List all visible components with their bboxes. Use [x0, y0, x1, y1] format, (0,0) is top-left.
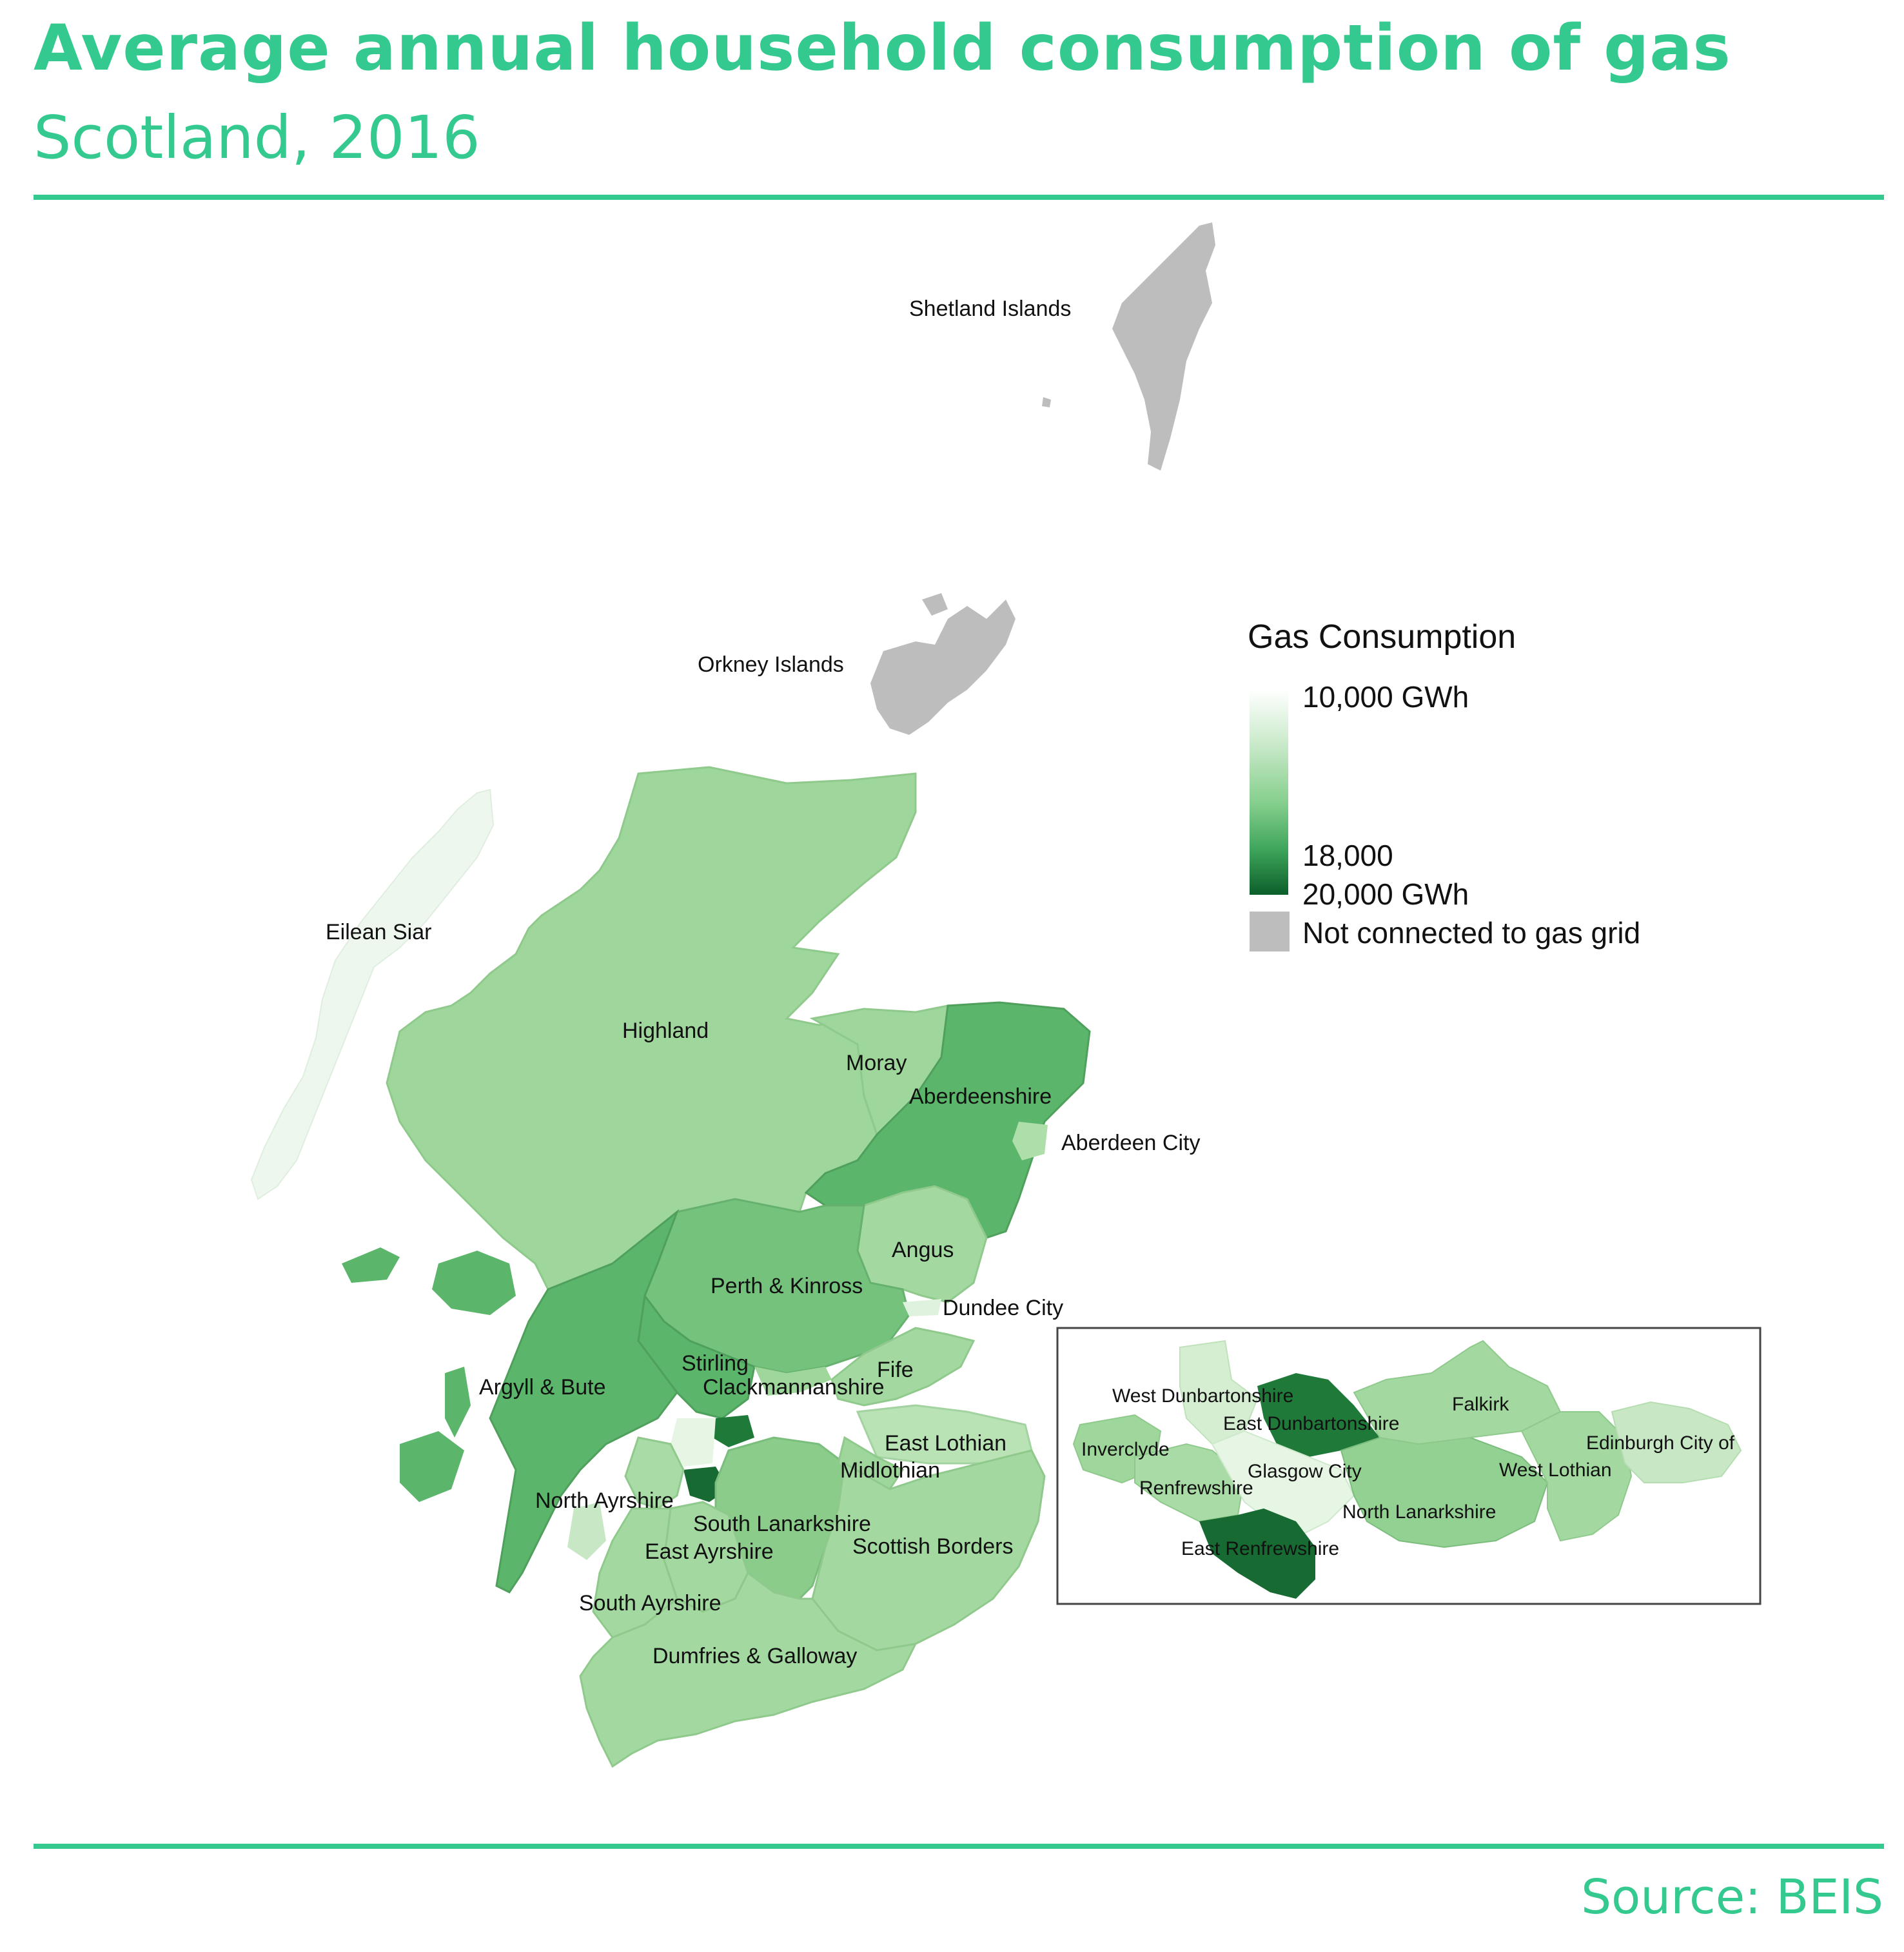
label-aberdeen-city: Aberdeen City [1061, 1131, 1200, 1155]
label-south-lanarkshire: South Lanarkshire [693, 1512, 871, 1536]
label-angus: Angus [892, 1238, 954, 1262]
inset-label-renfrewshire: Renfrewshire [1139, 1478, 1253, 1499]
region-scottish-borders[interactable] [811, 1449, 1046, 1652]
legend-tick-mid: 18,000 [1302, 839, 1393, 872]
inset-label-east-renfrewshire: East Renfrewshire [1181, 1538, 1339, 1559]
label-perth-kinross: Perth & Kinross [711, 1274, 863, 1298]
region-north-ayrshire[interactable] [624, 1436, 685, 1510]
region-shetland-islet[interactable] [1042, 397, 1051, 407]
region-orkney[interactable] [870, 600, 1016, 735]
legend-tick-bottom: 20,000 GWh [1302, 877, 1469, 911]
region-argyll-bute[interactable] [489, 1209, 680, 1594]
inset-central-belt: West Dunbartonshire East Dunbartonshire … [1056, 1327, 1762, 1605]
inset-west-lothian[interactable] [1520, 1411, 1633, 1542]
legend: Gas Consumption 10,000 GWh 18,000 20,000… [1248, 618, 1640, 952]
inset-east-dunbartonshire[interactable] [1257, 1373, 1380, 1457]
region-arran[interactable] [567, 1502, 606, 1560]
region-argyll-jura[interactable] [445, 1367, 471, 1438]
label-north-ayrshire: North Ayrshire [535, 1488, 674, 1513]
label-argyll-bute: Argyll & Bute [479, 1375, 606, 1400]
label-midlothian: Midlothian [840, 1458, 940, 1483]
legend-title: Gas Consumption [1248, 618, 1516, 656]
label-clackmannanshire: Clackmannanshire [703, 1375, 885, 1400]
label-orkney: Orkney Islands [698, 652, 844, 677]
map-subtitle: Scotland, 2016 [34, 103, 480, 172]
region-argyll-mull[interactable] [432, 1251, 516, 1315]
region-argyll-tiree[interactable] [342, 1247, 400, 1283]
label-dundee-city: Dundee City [943, 1296, 1063, 1320]
region-dumfries-galloway[interactable] [579, 1571, 918, 1768]
label-moray: Moray [846, 1051, 907, 1075]
legend-gradient-bar [1250, 690, 1288, 895]
label-scottish-borders: Scottish Borders [852, 1534, 1013, 1559]
label-eilean-siar: Eilean Siar [326, 920, 431, 944]
inset-edinburgh[interactable] [1611, 1401, 1742, 1483]
legend-not-connected-swatch [1250, 912, 1290, 952]
region-aberdeen-city[interactable] [1012, 1122, 1048, 1160]
region-clackmannanshire[interactable] [754, 1367, 832, 1396]
region-argyll-islay[interactable] [400, 1431, 464, 1502]
legend-tick-top: 10,000 GWh [1302, 680, 1469, 714]
inset-label-edinburgh: Edinburgh City of [1586, 1432, 1735, 1454]
region-eilean-siar[interactable] [250, 788, 495, 1200]
region-orkney-north[interactable] [922, 593, 948, 616]
inset-label-north-lanarkshire: North Lanarkshire [1342, 1501, 1496, 1523]
region-glasgow-main[interactable] [671, 1418, 716, 1467]
inset-east-renfrewshire[interactable] [1199, 1508, 1315, 1599]
region-fife[interactable] [830, 1327, 976, 1407]
inset-label-glasgow: Glasgow City [1248, 1461, 1362, 1482]
region-dundee-city[interactable] [903, 1299, 941, 1316]
inset-falkirk[interactable] [1353, 1340, 1562, 1445]
label-aberdeenshire: Aberdeenshire [909, 1084, 1052, 1109]
label-stirling: Stirling [682, 1351, 749, 1376]
label-east-lothian: East Lothian [885, 1431, 1006, 1456]
label-shetland: Shetland Islands [909, 297, 1071, 321]
inset-label-inverclyde: Inverclyde [1081, 1439, 1170, 1460]
label-fife: Fife [877, 1358, 914, 1382]
bottom-divider [34, 1844, 1884, 1849]
label-dumfries-galloway: Dumfries & Galloway [653, 1644, 857, 1668]
label-east-ayrshire: East Ayrshire [645, 1539, 774, 1564]
label-south-ayrshire: South Ayrshire [579, 1591, 721, 1615]
inset-label-west-dunbartonshire: West Dunbartonshire [1112, 1385, 1293, 1407]
source-credit: Source: BEIS [1581, 1869, 1883, 1925]
inset-label-east-dunbartonshire: East Dunbartonshire [1223, 1413, 1400, 1434]
label-highland: Highland [622, 1019, 709, 1043]
inset-label-falkirk: Falkirk [1452, 1394, 1509, 1415]
region-east-dunbartonshire-main[interactable] [712, 1415, 754, 1447]
map-title: Average annual household consumption of … [34, 12, 1731, 85]
legend-not-connected-label: Not connected to gas grid [1302, 916, 1640, 950]
region-shetland[interactable] [1112, 222, 1215, 471]
inset-label-west-lothian: West Lothian [1499, 1459, 1612, 1481]
top-divider [34, 195, 1884, 200]
